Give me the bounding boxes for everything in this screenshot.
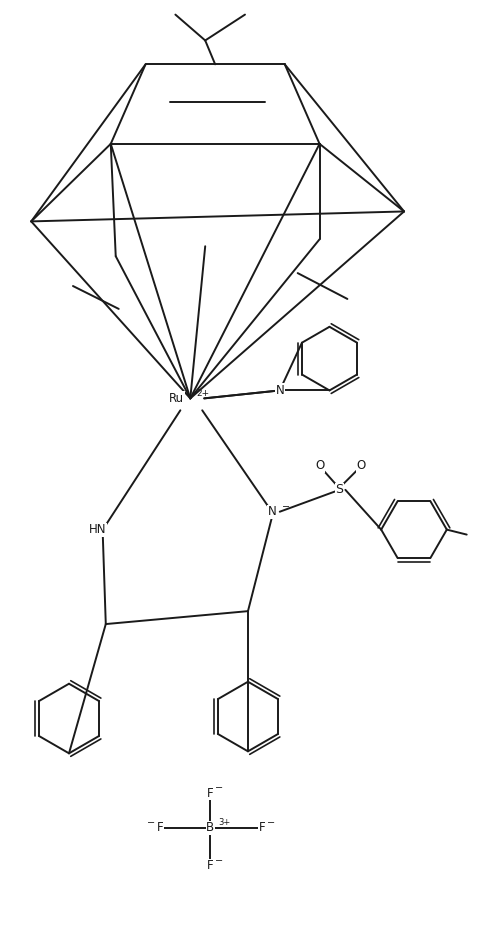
Text: O: O — [315, 459, 324, 472]
Text: N: N — [275, 384, 284, 397]
Text: HN: HN — [89, 523, 107, 536]
Text: O: O — [356, 459, 366, 472]
Text: Ru: Ru — [169, 392, 184, 405]
Text: F: F — [207, 859, 213, 872]
Text: F: F — [207, 786, 213, 799]
Text: −: − — [267, 818, 275, 828]
Text: −: − — [215, 783, 223, 794]
Text: F: F — [157, 821, 164, 834]
Text: −: − — [215, 856, 223, 866]
Text: 2+: 2+ — [196, 389, 210, 398]
Text: F: F — [258, 821, 265, 834]
Text: −: − — [282, 502, 290, 512]
Text: −: − — [146, 818, 155, 828]
Text: 3+: 3+ — [218, 819, 230, 828]
Text: S: S — [335, 483, 343, 496]
Text: B: B — [206, 821, 214, 834]
Text: N: N — [268, 506, 276, 519]
